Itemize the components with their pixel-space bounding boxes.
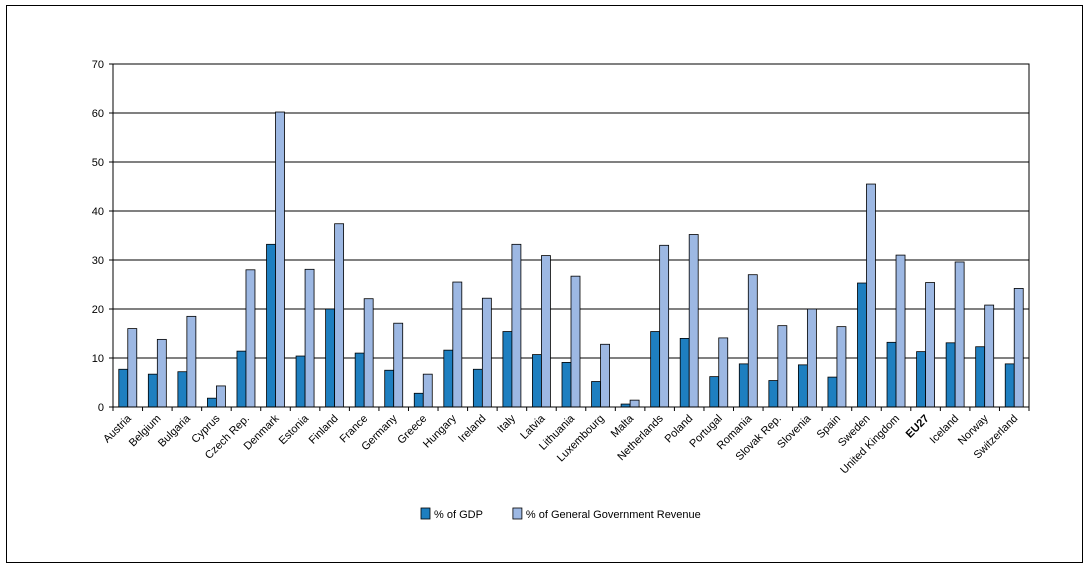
- bar-revenue-switzerland: [1013, 288, 1024, 408]
- x-category-label: Estonia: [277, 412, 312, 447]
- bar-revenue-cyprus: [216, 385, 226, 408]
- y-tick-label: 10: [92, 353, 104, 365]
- bar-gdp-iceland: [945, 342, 956, 408]
- legend-label-revenue: % of General Government Revenue: [526, 509, 701, 521]
- bar-gdp-belgium: [147, 373, 158, 408]
- y-tick-label: 40: [92, 206, 104, 218]
- bar-gdp-portugal: [709, 376, 720, 408]
- bar-revenue-estonia: [304, 268, 315, 408]
- x-category-label: EU27: [904, 413, 932, 441]
- bar-gdp-italy: [502, 331, 513, 408]
- bar-gdp-slovak-rep-: [768, 380, 779, 408]
- y-tick-labels: 0 10 20 30 40 50 60 70: [92, 59, 104, 414]
- bar-gdp-eu27: [916, 351, 926, 408]
- bar-gdp-germany: [384, 369, 395, 408]
- x-category-label: Ireland: [456, 413, 488, 445]
- bar-revenue-austria: [127, 328, 138, 408]
- bar-gdp-spain: [827, 376, 838, 408]
- bar-revenue-iceland: [954, 261, 965, 408]
- bar-gdp-hungary: [443, 349, 454, 408]
- y-tick-label: 50: [92, 157, 104, 169]
- bar-gdp-sweden: [857, 282, 867, 408]
- bar-revenue-luxembourg: [600, 343, 610, 408]
- axes: [109, 63, 1030, 411]
- bar-revenue-france: [363, 298, 374, 408]
- bar-revenue-sweden: [866, 183, 876, 408]
- bar-gdp-switzerland: [1004, 363, 1015, 408]
- y-tick-label: 20: [92, 304, 104, 316]
- bar-gdp-france: [354, 352, 365, 408]
- bar-gdp-bulgaria: [177, 371, 188, 408]
- bar-revenue-netherlands: [659, 244, 670, 408]
- bar-revenue-ireland: [481, 297, 492, 408]
- y-tick-label: 30: [92, 255, 104, 267]
- x-category-label: Hungary: [421, 412, 459, 450]
- bar-revenue-greece: [422, 373, 433, 408]
- x-category-label: Italy: [495, 412, 518, 435]
- bar-revenue-romania: [747, 274, 758, 408]
- bar-gdp-denmark: [266, 243, 276, 408]
- bar-gdp-austria: [118, 368, 129, 408]
- bar-gdp-cyprus: [207, 397, 217, 408]
- bar-revenue-bulgaria: [186, 315, 197, 408]
- bar-revenue-slovenia: [806, 308, 817, 408]
- legend-swatch-revenue: [512, 507, 523, 520]
- bar-gdp-norway: [975, 346, 986, 408]
- bar-gdp-netherlands: [650, 331, 661, 408]
- y-tick-label: 70: [92, 59, 104, 71]
- bar-chart: 0 10 20 30 40 50 60 70 AustriaBelgiumBulgariaCy…: [92, 59, 1030, 521]
- legend-swatch-gdp: [420, 507, 431, 520]
- bar-revenue-lithuania: [570, 275, 581, 408]
- x-category-label: Bulgaria: [156, 412, 194, 450]
- bar-gdp-ireland: [472, 368, 483, 408]
- bar-revenue-belgium: [156, 338, 167, 408]
- bar-gdp-estonia: [295, 355, 306, 408]
- bar-revenue-latvia: [541, 255, 551, 408]
- y-tick-label: 60: [92, 108, 104, 120]
- bar-revenue-germany: [393, 322, 404, 408]
- plot-area: [112, 63, 1030, 408]
- bar-revenue-portugal: [718, 337, 729, 408]
- x-category-label: Iceland: [928, 413, 962, 447]
- bar-revenue-malta: [629, 399, 640, 408]
- bar-gdp-united-kingdom: [886, 341, 897, 408]
- bar-gdp-latvia: [532, 354, 542, 408]
- x-category-label: Slovenia: [775, 412, 814, 451]
- legend-label-gdp: % of GDP: [434, 509, 483, 521]
- bar-gdp-luxembourg: [591, 381, 601, 408]
- bar-revenue-united-kingdom: [895, 254, 906, 408]
- bar-gdp-poland: [679, 337, 690, 408]
- bar-revenue-slovak-rep-: [777, 325, 788, 408]
- chart-frame: 0 10 20 30 40 50 60 70 Austria Belgium Bulgaria Cy…: [6, 5, 1083, 563]
- bar-gdp-finland: [325, 308, 336, 408]
- y-tick-label: 0: [98, 402, 104, 414]
- bar-gdp-lithuania: [561, 362, 572, 408]
- bars: [118, 111, 1024, 408]
- x-category-label: Finland: [307, 413, 341, 447]
- bar-gdp-romania: [738, 363, 749, 408]
- bar-revenue-czech-rep-: [245, 269, 256, 408]
- bar-gdp-greece: [413, 392, 424, 408]
- legend: % of GDP % of General Government Revenue: [420, 507, 701, 521]
- bar-revenue-norway: [984, 304, 995, 408]
- bar-gdp-slovenia: [797, 364, 808, 408]
- bar-revenue-italy: [511, 243, 522, 408]
- bar-revenue-poland: [688, 234, 699, 408]
- bar-revenue-spain: [836, 326, 847, 408]
- gridlines: [113, 112, 1029, 359]
- bar-revenue-eu27: [925, 282, 935, 408]
- bar-revenue-denmark: [275, 111, 285, 408]
- bar-gdp-czech-rep-: [236, 350, 247, 408]
- bar-revenue-hungary: [452, 281, 463, 408]
- bar-revenue-finland: [334, 223, 345, 408]
